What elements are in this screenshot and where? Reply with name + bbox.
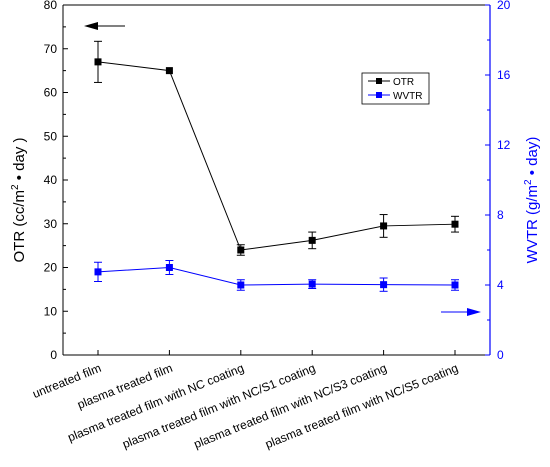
- left-axis-ticks: 0 10 20 30 40 50 60 70 80: [44, 0, 68, 362]
- plot-frame: [62, 4, 491, 356]
- otr-point: [380, 222, 388, 230]
- left-tick-label: 80: [44, 0, 58, 12]
- otr-axis-arrow: [84, 22, 125, 30]
- left-tick-label: 40: [44, 173, 58, 187]
- otr-point: [94, 58, 102, 66]
- left-tick-label: 20: [44, 261, 58, 275]
- wvtr-point: [94, 268, 102, 276]
- right-tick-label: 12: [497, 138, 511, 152]
- left-tick-label: 70: [44, 42, 58, 56]
- left-tick-label: 30: [44, 217, 58, 231]
- wvtr-point: [308, 280, 316, 288]
- series-layer: [94, 40, 459, 292]
- right-tick-label: 4: [497, 278, 504, 292]
- left-tick-label: 0: [50, 348, 57, 362]
- legend-wvtr-label: WVTR: [393, 91, 422, 102]
- left-tick-label: 60: [44, 86, 58, 100]
- otr-point: [237, 246, 245, 254]
- right-axis-label: WVTR (g/m2 • day): [523, 137, 541, 264]
- legend-box: [361, 72, 430, 105]
- right-tick-label: 8: [497, 208, 504, 222]
- wvtr-series-line: [97, 266, 456, 286]
- right-tick-label: 20: [497, 0, 511, 12]
- wvtr-point: [165, 264, 173, 271]
- otr-point: [308, 236, 316, 244]
- legend: OTR WVTR: [361, 72, 430, 105]
- otr-point: [165, 67, 173, 75]
- left-tick-label: 50: [44, 129, 58, 143]
- wvtr-point: [380, 281, 388, 289]
- left-tick-label: 10: [44, 304, 58, 318]
- legend-wvtr-marker: [376, 92, 382, 98]
- legend-otr-marker: [376, 78, 382, 84]
- right-axis-ticks: 0 4 8 12 16 20: [485, 0, 511, 362]
- right-tick-label: 0: [497, 348, 504, 362]
- otr-series-line: [97, 61, 456, 251]
- wvtr-point: [237, 281, 245, 289]
- wvtr-axis-arrow: [441, 308, 481, 316]
- right-tick-label: 16: [497, 68, 511, 82]
- legend-otr-label: OTR: [393, 77, 414, 88]
- wvtr-point: [451, 281, 459, 289]
- left-axis-label: OTR (cc/m2 • day ): [10, 137, 28, 262]
- otr-point: [451, 220, 459, 228]
